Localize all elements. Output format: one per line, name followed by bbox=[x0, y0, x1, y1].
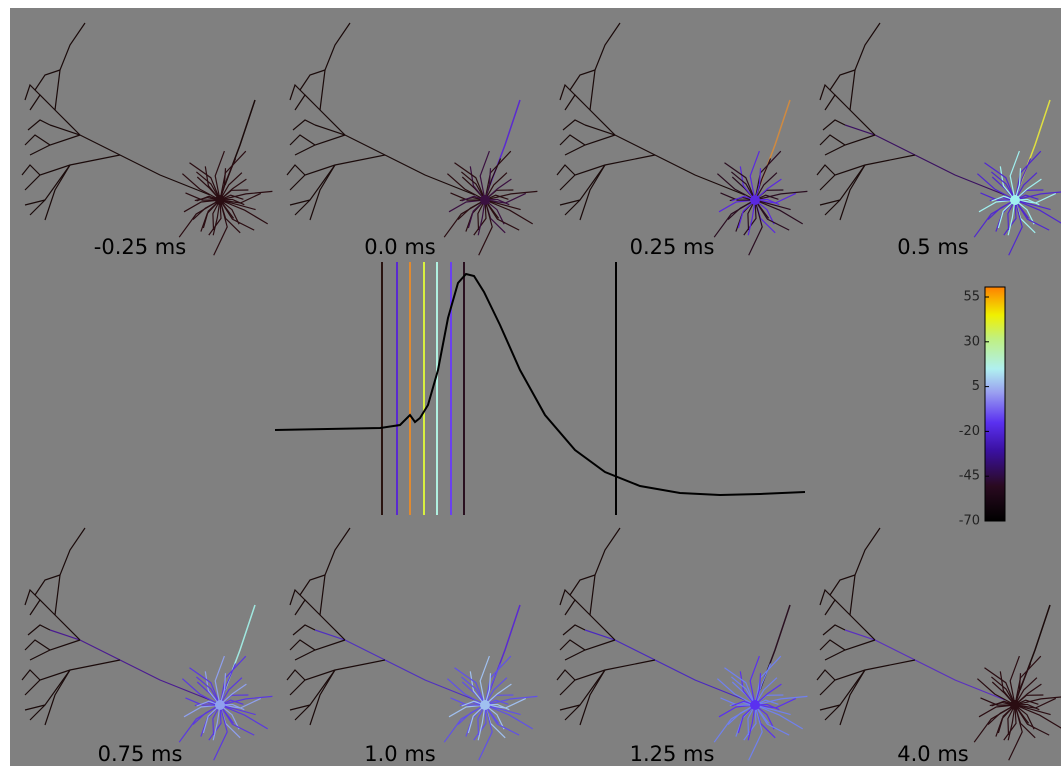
panel-label: 0.5 ms bbox=[897, 235, 968, 259]
soma bbox=[1010, 195, 1020, 205]
soma bbox=[215, 700, 225, 710]
soma bbox=[215, 195, 225, 205]
panel-label: 0.0 ms bbox=[364, 235, 435, 259]
tick-label: 5 bbox=[972, 379, 980, 394]
figure: 55 30 5 -20 -45 -70 -0.25 ms 0.0 ms 0.25 ms 0.5 … bbox=[0, 0, 1061, 766]
soma bbox=[750, 700, 760, 710]
tick-label: 30 bbox=[963, 334, 980, 349]
background bbox=[10, 8, 1061, 766]
panel-label: 0.25 ms bbox=[630, 235, 715, 259]
panel-label: 1.0 ms bbox=[364, 742, 435, 766]
panel-label: -0.25 ms bbox=[94, 235, 186, 259]
panel-label: 4.0 ms bbox=[897, 742, 968, 766]
soma bbox=[480, 700, 490, 710]
panel-label: 0.75 ms bbox=[98, 742, 183, 766]
page: 55 30 5 -20 -45 -70 -0.25 ms 0.0 ms 0.25 ms 0.5 … bbox=[0, 0, 1061, 766]
tick-label: -70 bbox=[959, 514, 980, 529]
tick-label: -45 bbox=[959, 469, 980, 484]
tick-label: -20 bbox=[959, 424, 980, 439]
soma bbox=[1010, 700, 1020, 710]
soma bbox=[480, 195, 490, 205]
panel-label: 1.25 ms bbox=[630, 742, 715, 766]
colorbar bbox=[985, 287, 1005, 521]
tick-label: 55 bbox=[963, 290, 980, 305]
soma bbox=[750, 195, 760, 205]
